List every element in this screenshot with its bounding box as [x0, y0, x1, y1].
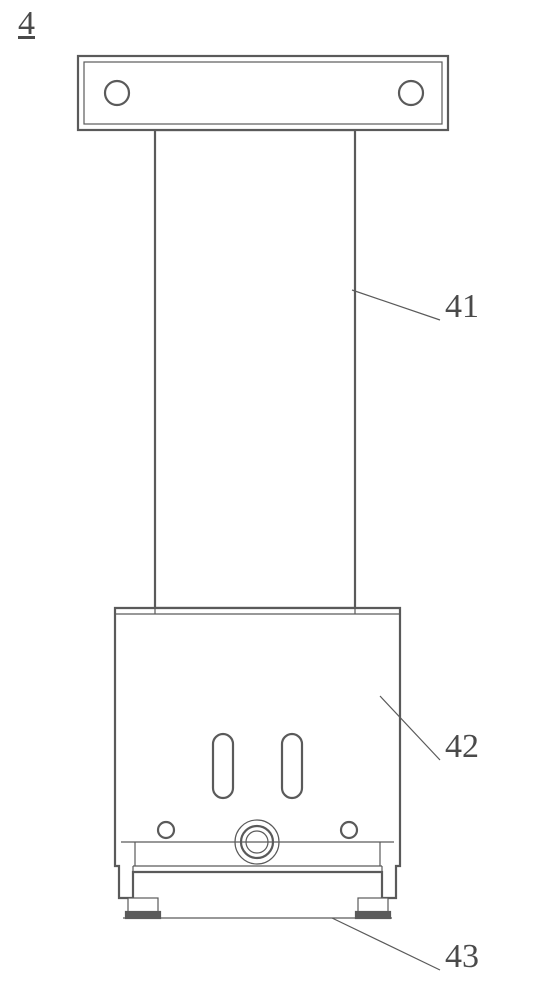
callout-43: 43 [445, 938, 479, 976]
callout-42: 42 [445, 728, 479, 766]
assembly-drawing [0, 0, 548, 1000]
callout-41: 41 [445, 288, 479, 326]
foot-pad [356, 912, 390, 918]
top-flange [78, 56, 448, 130]
assembly-ref-4: 4 [18, 5, 35, 43]
column-41 [155, 130, 355, 608]
foot-pad [126, 912, 160, 918]
